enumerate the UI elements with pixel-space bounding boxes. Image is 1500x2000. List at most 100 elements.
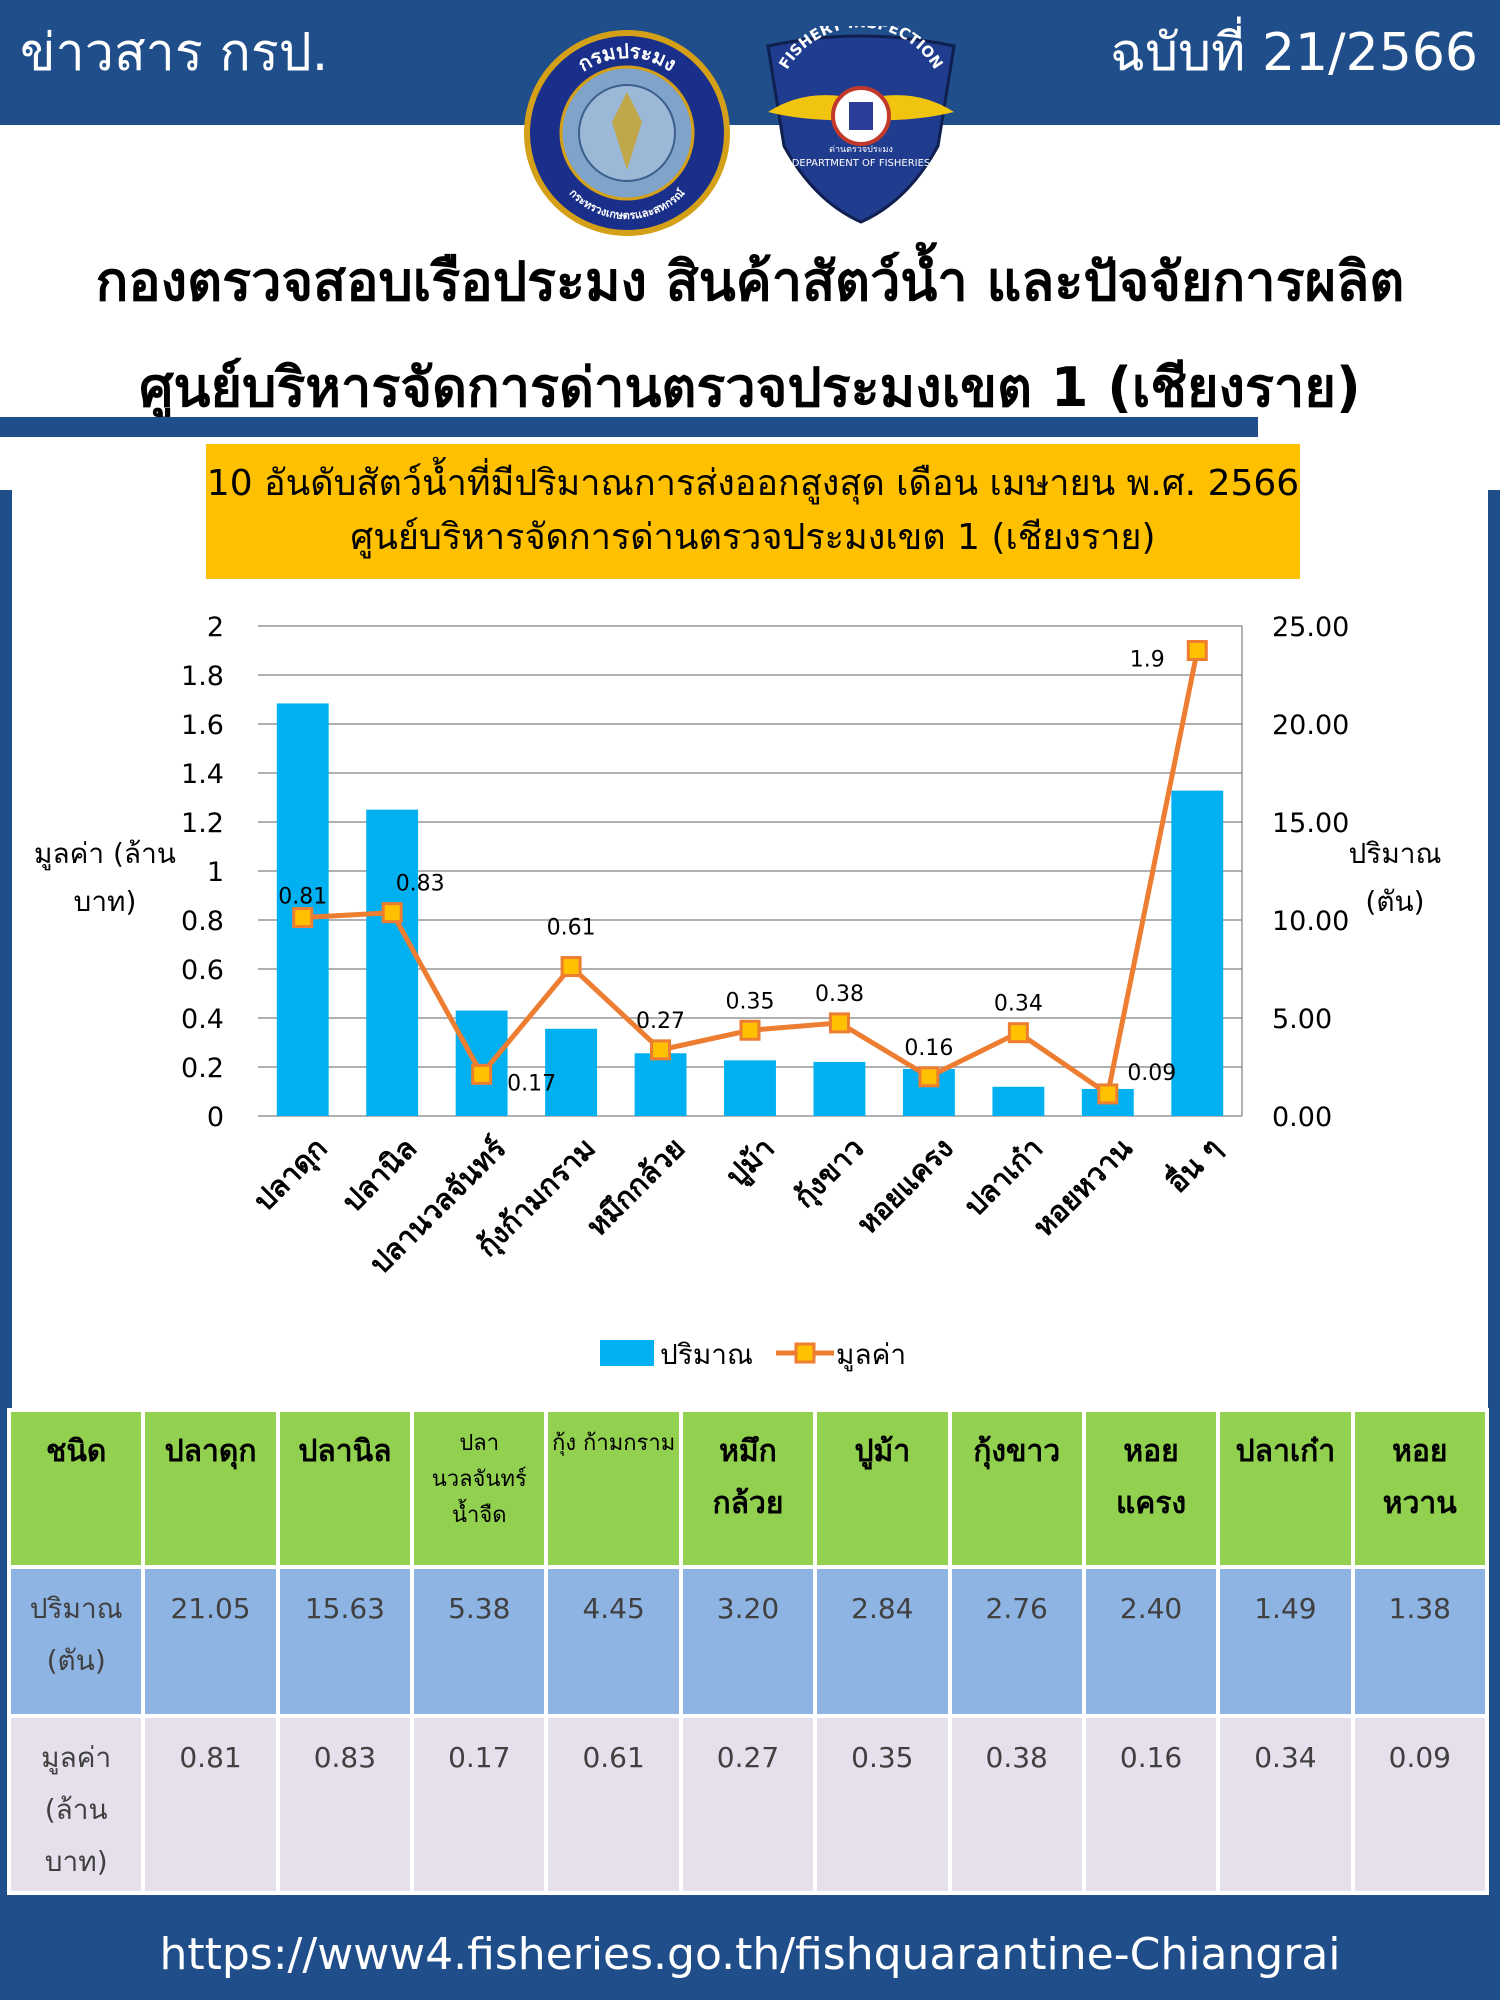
issue-number: ฉบับที่ 21/2566 (1109, 23, 1478, 83)
title-line-1: กองตรวจสอบเรือประมง สินค้าสัตว์น้ำ และปั… (95, 250, 1405, 313)
table-header-cell: หอย แครง (1085, 1412, 1217, 1565)
table-header-cell: ชนิด (11, 1412, 142, 1565)
data-label: 0.61 (547, 916, 596, 941)
bar (455, 1010, 508, 1116)
table-header-cell: ปลานิล (279, 1412, 411, 1565)
table-row-value: มูลค่า (ล้าน บาท) 0.81 0.83 0.17 0.61 0.… (11, 1718, 1485, 1891)
bar (545, 1028, 598, 1116)
table-header-cell: ปูม้า (817, 1412, 948, 1565)
data-label: 0.09 (1127, 1061, 1176, 1086)
top-bar: ข่าวสาร กรป. ฉบับที่ 21/2566 (0, 0, 1500, 125)
table-row-quantity: ปริมาณ (ตัน) 21.05 15.63 5.38 4.45 3.20 … (11, 1569, 1485, 1714)
line-marker (1186, 640, 1208, 661)
table-cell: 21.05 (145, 1569, 276, 1714)
chart-title: 10 อันดับสัตว์น้ำที่มีปริมาณการส่งออกสูง… (206, 463, 1300, 504)
table-cell: 0.81 (145, 1718, 276, 1891)
right-axis-tick-label: 20.00 (1272, 710, 1349, 741)
table-cell: 0.35 (817, 1718, 948, 1891)
table-cell: 0.17 (414, 1718, 545, 1891)
table-cell: 1.49 (1220, 1569, 1351, 1714)
x-axis-tick-label: หมึกกล้วย (579, 1131, 691, 1243)
badge-center-text: ด่านตรวจประมง (829, 145, 893, 155)
data-label: 1.9 (1130, 648, 1165, 673)
table-header-cell: หมึก กล้วย (682, 1412, 814, 1565)
line-marker (828, 1012, 850, 1034)
right-axis-tick-label: 5.00 (1272, 1004, 1332, 1035)
right-axis-tick-label: 10.00 (1272, 906, 1349, 937)
line-marker (471, 1063, 493, 1085)
table-cell: 0.83 (279, 1718, 411, 1891)
row-label: ปริมาณ (ตัน) (11, 1569, 142, 1714)
table-cell: 0.38 (951, 1718, 1082, 1891)
table-cell: 0.16 (1085, 1718, 1217, 1891)
data-label: 0.16 (904, 1036, 953, 1061)
footer-link[interactable]: https://www4.fisheries.go.th/fishquarant… (159, 1929, 1341, 1980)
table-cell: 0.27 (682, 1718, 814, 1891)
bar (634, 1053, 687, 1116)
chart-title-banner: 10 อันดับสัตว์น้ำที่มีปริมาณการส่งออกสูง… (206, 444, 1300, 579)
table-cell: 0.34 (1220, 1718, 1351, 1891)
table-cell: 2.84 (817, 1569, 948, 1714)
data-label: 0.83 (396, 872, 445, 897)
table-cell: 4.45 (548, 1569, 679, 1714)
footer-url[interactable]: https://www4.fisheries.go.th/fishquarant… (0, 1910, 1500, 2000)
bar (992, 1086, 1045, 1116)
line-marker (292, 907, 314, 929)
left-axis-tick-label: 0 (207, 1102, 224, 1133)
left-axis-tick-label: 2 (207, 612, 224, 643)
left-axis-label: มูลค่า (ล้านบาท) (34, 837, 176, 918)
table-header-cell: หอย หวาน (1354, 1412, 1485, 1565)
table-cell: 15.63 (279, 1569, 411, 1714)
left-axis-title: มูลค่า (ล้านบาท) (30, 830, 180, 926)
table-cell: 0.09 (1354, 1718, 1485, 1891)
data-label: 0.34 (994, 992, 1043, 1017)
table-cell: 0.61 (548, 1718, 679, 1891)
fishery-inspection-badge-logo: FISHERY INSPECTION DEPARTMENT OF FISHERI… (766, 26, 956, 224)
right-axis-tick-label: 15.00 (1272, 808, 1349, 839)
bar (724, 1060, 776, 1116)
newsletter-label: ข่าวสาร กรป. (20, 23, 329, 83)
legend-marker-value (794, 1342, 816, 1364)
chart-subtitle: ศูนย์บริหารจัดการด่านตรวจประมงเขต 1 (เชี… (350, 517, 1156, 558)
data-label: 0.38 (815, 982, 864, 1007)
legend-swatch-quantity (600, 1340, 654, 1366)
line-marker (560, 956, 582, 978)
data-label: 0.17 (507, 1071, 556, 1096)
table-cell: 5.38 (414, 1569, 545, 1714)
data-table: ชนิด ปลาดุก ปลานิล ปลา นวลจันทร์ น้ำจืด … (7, 1408, 1489, 1895)
left-axis-tick-label: 1 (207, 857, 224, 888)
title-divider (0, 417, 1258, 437)
table-header-cell: ปลาดุก (145, 1412, 276, 1565)
x-axis-tick-label: ปูม้า (719, 1131, 782, 1194)
right-axis-label: ปริมาณ (ตัน) (1348, 837, 1442, 918)
table-cell: 1.38 (1354, 1569, 1485, 1714)
right-axis-title: ปริมาณ (ตัน) (1340, 830, 1450, 926)
table-header-cell: กุ้งขาว (951, 1412, 1082, 1565)
left-axis-tick-label: 0.6 (181, 955, 224, 986)
left-axis-tick-label: 0.8 (181, 906, 224, 937)
line-marker (381, 902, 403, 924)
legend-label-quantity: ปริมาณ (660, 1338, 753, 1371)
right-axis-tick-label: 25.00 (1272, 612, 1349, 643)
line-marker (918, 1066, 940, 1088)
line-marker (1097, 1083, 1119, 1105)
table-cell: 3.20 (682, 1569, 814, 1714)
table-header-cell: ปลาเก๋า (1220, 1412, 1351, 1565)
bar (1171, 790, 1224, 1116)
row-label: มูลค่า (ล้าน บาท) (11, 1718, 142, 1891)
left-axis-tick-label: 1.2 (181, 808, 224, 839)
data-label: 0.81 (278, 885, 327, 910)
data-label: 0.27 (636, 1009, 685, 1034)
combo-chart: 2 1.8 1.6 1.4 1.2 1 0.8 0.6 0.4 0.2 0 25.00 20.00 15.… (181, 612, 1349, 1372)
table-cell: 2.40 (1085, 1569, 1217, 1714)
x-axis-tick-label: หอยหวาน (1026, 1131, 1139, 1244)
x-axis-tick-label: หอยแครง (850, 1131, 960, 1241)
x-axis-tick-label: ปลานิล (335, 1131, 423, 1219)
bar (366, 809, 419, 1116)
department-seal-logo: กรมประมง กระทรวงเกษตรและสหกรณ์ (524, 30, 730, 236)
title-line-2: ศูนย์บริหารจัดการด่านตรวจประมงเขต 1 (เชี… (139, 356, 1361, 419)
line-marker (739, 1019, 761, 1041)
right-axis-tick-label: 0.00 (1272, 1102, 1332, 1133)
table-header-cell: กุ้ง ก้ามกราม (548, 1412, 679, 1565)
table-cell: 2.76 (951, 1569, 1082, 1714)
